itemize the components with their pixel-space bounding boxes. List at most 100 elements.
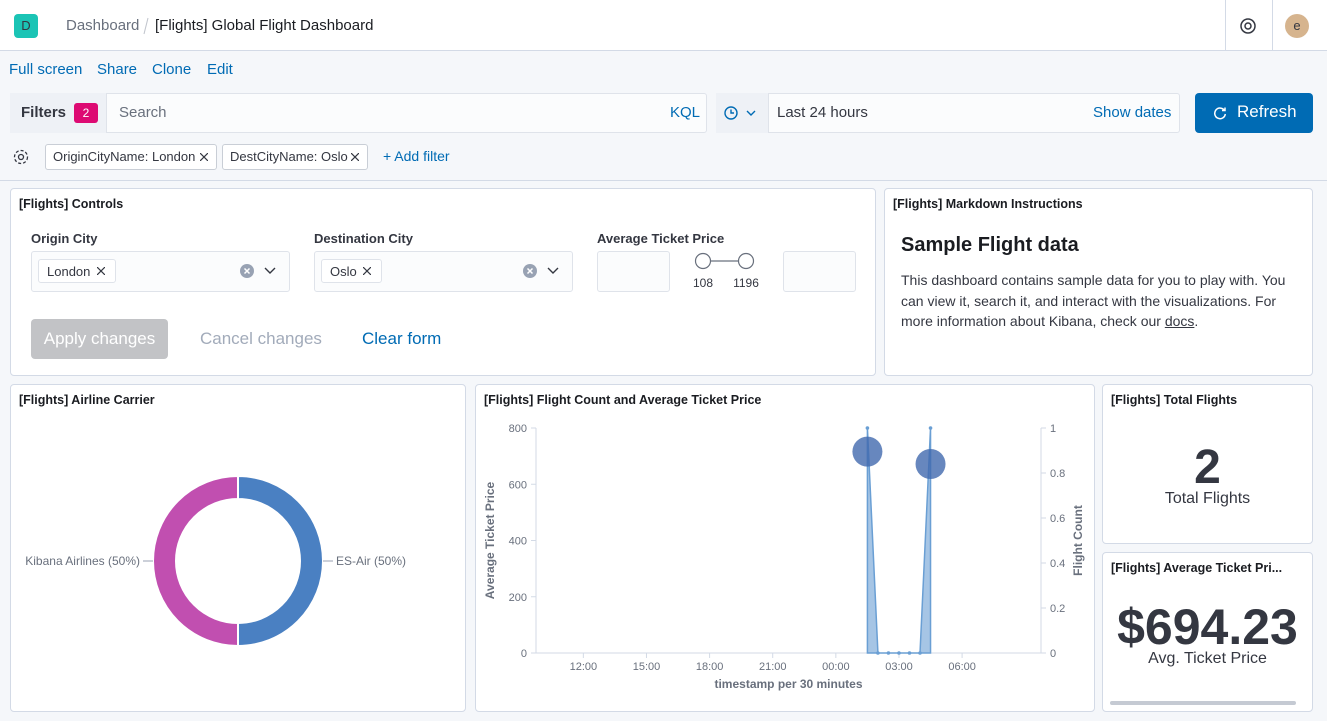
add-filter[interactable]: + Add filter: [383, 148, 450, 164]
divider: [1272, 0, 1273, 50]
range-min: 108: [683, 276, 723, 290]
y2-axis-title: Flight Count: [1071, 505, 1085, 576]
menu-link[interactable]: Full screen: [9, 61, 82, 78]
y2-tick-label: 0.6: [1050, 513, 1065, 525]
breadcrumb-separator: [142, 17, 150, 35]
search-placeholder: Search: [119, 104, 167, 121]
divider: [1225, 0, 1226, 50]
area-point: [876, 651, 880, 655]
y-tick-label: 800: [509, 423, 527, 435]
area-point: [897, 651, 901, 655]
combo-panel: [Flights] Flight Count and Average Ticke…: [475, 384, 1095, 712]
panel-title: [Flights] Total Flights: [1111, 393, 1237, 407]
max-input[interactable]: [783, 251, 856, 292]
y2-tick-label: 0.8: [1050, 468, 1065, 480]
filters-label: Filters: [21, 104, 66, 121]
y2-tick-label: 0.2: [1050, 603, 1065, 615]
menu-link[interactable]: Clone: [152, 61, 191, 78]
markdown-text: This dashboard contains sample data for …: [901, 270, 1299, 332]
min-input[interactable]: [597, 251, 670, 292]
markdown-heading: Sample Flight data: [901, 234, 1079, 257]
pie-chart: ES-Air (50%) Kibana Airlines (50%): [11, 385, 465, 711]
area-point: [908, 651, 912, 655]
clock-icon: [724, 106, 760, 120]
pie-slice: [153, 476, 238, 646]
filter-label: OriginCityName: London: [53, 149, 195, 164]
clear-button[interactable]: Clear form: [362, 329, 441, 349]
metric-value: $694.23: [1093, 598, 1322, 656]
text: .: [1194, 313, 1198, 329]
show-dates[interactable]: Show dates: [1093, 104, 1171, 121]
cancel-button[interactable]: Cancel changes: [200, 329, 322, 349]
help-icon[interactable]: [1239, 17, 1257, 35]
filter-settings-icon[interactable]: [12, 148, 30, 166]
refresh-icon: [1213, 106, 1227, 120]
filter-label: DestCityName: Oslo: [230, 149, 348, 164]
y-axis-title: Average Ticket Price: [483, 481, 497, 599]
time-range: Last 24 hours: [777, 104, 868, 121]
query-input[interactable]: [10, 93, 707, 133]
scrollbar: [1110, 701, 1296, 705]
area-point: [929, 426, 933, 430]
y2-tick-label: 0.4: [1050, 558, 1065, 570]
y2-tick-label: 1: [1050, 423, 1056, 435]
filter-count-badge: 2: [74, 103, 98, 123]
slice-label: Kibana Airlines (50%): [25, 554, 140, 568]
control-label: Average Ticket Price: [597, 231, 724, 246]
bubble: [852, 437, 882, 467]
markdown-panel: [Flights] Markdown Instructions Sample F…: [884, 188, 1313, 376]
slice-label: ES-Air (50%): [336, 554, 406, 568]
metric-value: 2: [1103, 440, 1312, 495]
range-slider[interactable]: [691, 251, 761, 271]
y-tick-label: 600: [509, 479, 527, 491]
x-tick-label: 21:00: [759, 661, 787, 673]
y-tick-label: 200: [509, 592, 527, 604]
menu-link[interactable]: Share: [97, 61, 137, 78]
combobox-icons[interactable]: [522, 263, 562, 279]
refresh-label: Refresh: [1237, 102, 1297, 122]
panel-title: [Flights] Markdown Instructions: [893, 197, 1083, 211]
area-point: [918, 651, 922, 655]
pie-slice: [238, 476, 323, 646]
x-axis-title: timestamp per 30 minutes: [714, 677, 862, 691]
breadcrumb: [Flights] Global Flight Dashboard: [155, 17, 373, 34]
kql-toggle[interactable]: KQL: [670, 104, 700, 121]
space-logo[interactable]: D: [14, 14, 38, 38]
area-point: [866, 426, 870, 430]
x-tick-label: 00:00: [822, 661, 850, 673]
remove-option[interactable]: [363, 267, 371, 275]
x-tick-label: 15:00: [633, 661, 661, 673]
metric-panel: [Flights] Total Flights 2 Total Flights: [1102, 384, 1313, 544]
y-tick-label: 0: [521, 648, 527, 660]
combobox-icons[interactable]: [239, 263, 279, 279]
area-point: [887, 651, 891, 655]
remove-option[interactable]: [97, 267, 105, 275]
remove-filter[interactable]: [200, 153, 208, 161]
controls-panel: [Flights] Controls Origin City London De…: [10, 188, 876, 376]
remove-filter[interactable]: [351, 153, 359, 161]
y-tick-label: 400: [509, 536, 527, 548]
bubble: [916, 449, 946, 479]
x-tick-label: 03:00: [885, 661, 913, 673]
x-tick-label: 18:00: [696, 661, 724, 673]
docs-link[interactable]: docs: [1165, 313, 1195, 329]
metric-panel: [Flights] Average Ticket Pri... $694.23 …: [1102, 552, 1313, 712]
panel-title: [Flights] Controls: [19, 197, 123, 211]
range-max: 1196: [726, 276, 766, 290]
divider: [0, 180, 1327, 181]
combo-chart: 0 200 400 600 800 0 0.2 0.4 0.6 0.8 1 12:00 15:00 18:…: [476, 385, 1094, 711]
selected-option-label: Oslo: [330, 264, 357, 279]
control-label: Origin City: [31, 231, 97, 246]
user-avatar[interactable]: e: [1285, 14, 1309, 38]
metric-label: Avg. Ticket Price: [1103, 650, 1312, 668]
panel-title: [Flights] Average Ticket Pri...: [1111, 561, 1282, 575]
control-label: Destination City: [314, 231, 413, 246]
pie-panel: [Flights] Airline Carrier ES-Air (50%)Ki…: [10, 384, 466, 712]
metric-label: Total Flights: [1103, 490, 1312, 508]
x-tick-label: 12:00: [570, 661, 598, 673]
apply-label: Apply changes: [31, 329, 168, 349]
breadcrumb[interactable]: Dashboard: [66, 17, 139, 34]
y2-tick-label: 0: [1050, 648, 1056, 660]
menu-link[interactable]: Edit: [207, 61, 233, 78]
